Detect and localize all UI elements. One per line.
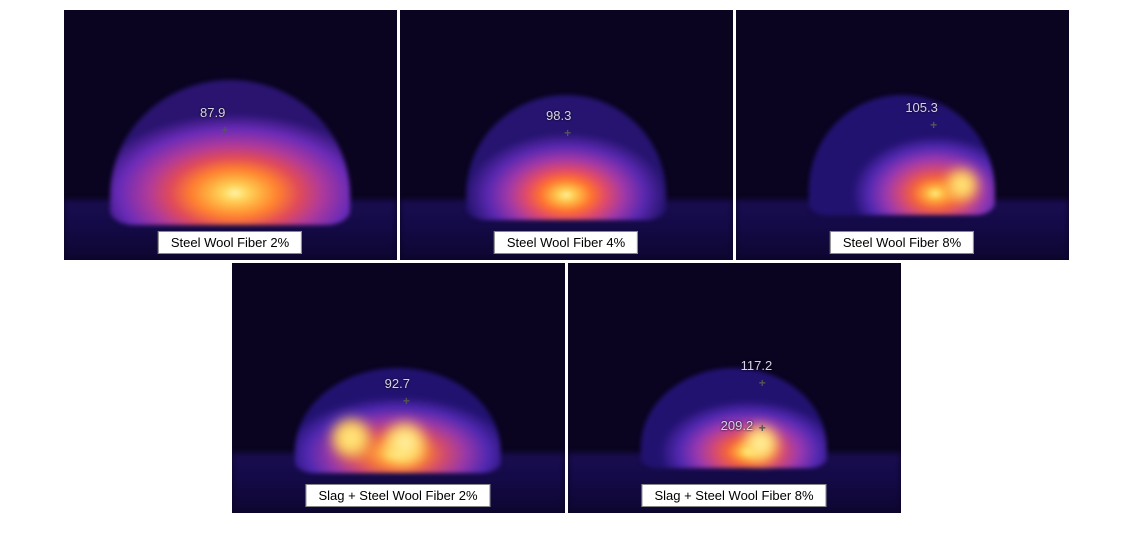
figure-row-2: 92.7 + Slag + Steel Wool Fiber 2% 117.2 +209…	[64, 263, 1069, 513]
temperature-marker-icon: +	[401, 396, 411, 406]
thermal-panel: 105.3 + Steel Wool Fiber 8%	[736, 10, 1069, 260]
temperature-label: 92.7	[385, 376, 410, 391]
temperature-marker-icon: +	[929, 120, 939, 130]
temperature-label: 98.3	[546, 108, 571, 123]
temperature-marker-icon: +	[757, 378, 767, 388]
temperature-label: 87.9	[200, 105, 225, 120]
thermal-figure: 87.9 + Steel Wool Fiber 2% 98.3 + Steel Wool …	[64, 10, 1069, 530]
temperature-marker-icon: +	[563, 128, 573, 138]
panel-caption: Steel Wool Fiber 2%	[158, 231, 302, 254]
thermal-hotspot	[331, 418, 371, 458]
figure-row-1: 87.9 + Steel Wool Fiber 2% 98.3 + Steel Wool …	[64, 10, 1069, 260]
temperature-label: 117.2	[741, 358, 773, 373]
temperature-marker-icon: +	[757, 423, 767, 433]
thermal-panel: 92.7 + Slag + Steel Wool Fiber 2%	[232, 263, 565, 513]
panel-caption: Steel Wool Fiber 8%	[830, 231, 974, 254]
panel-caption: Steel Wool Fiber 4%	[494, 231, 638, 254]
panel-caption: Slag + Steel Wool Fiber 8%	[641, 484, 826, 507]
temperature-label: 105.3	[905, 100, 938, 115]
thermal-dome	[110, 80, 350, 225]
temperature-label: 209.2	[721, 418, 754, 433]
temperature-marker-icon: +	[220, 125, 230, 135]
thermal-panel: 87.9 + Steel Wool Fiber 2%	[64, 10, 397, 260]
thermal-panel: 98.3 + Steel Wool Fiber 4%	[400, 10, 733, 260]
thermal-panel: 117.2+209.2+Slag + Steel Wool Fiber 8%	[568, 263, 901, 513]
panel-caption: Slag + Steel Wool Fiber 2%	[305, 484, 490, 507]
